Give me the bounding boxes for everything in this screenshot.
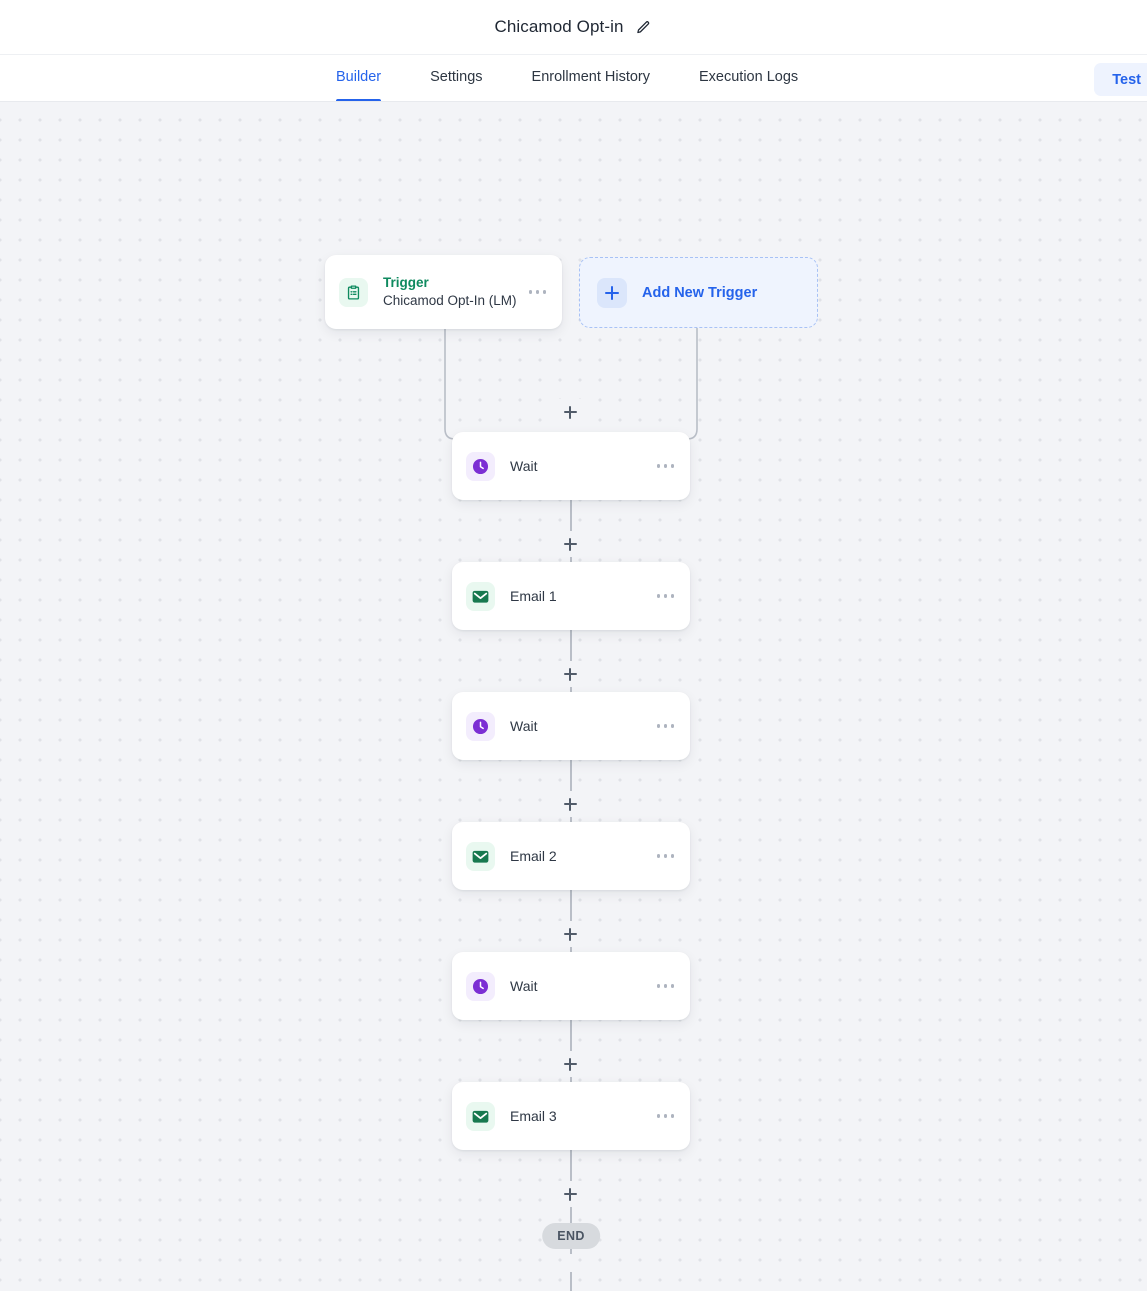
clipboard-icon	[339, 277, 368, 307]
step-node-label: Email 1	[510, 587, 557, 604]
tab-builder-label: Builder	[336, 68, 382, 85]
step-node-label: Wait	[510, 977, 538, 994]
step-node-wait-2[interactable]: Wait	[452, 692, 690, 760]
tab-execution-logs[interactable]: Execution Logs	[699, 55, 798, 101]
clock-icon	[466, 971, 495, 1001]
more-options-icon[interactable]	[647, 984, 674, 988]
add-step-button[interactable]	[557, 1181, 583, 1207]
step-node-label: Email 2	[510, 847, 557, 864]
envelope-icon	[466, 581, 495, 611]
add-step-button[interactable]	[557, 661, 583, 687]
more-options-icon[interactable]	[647, 854, 674, 858]
title-bar: Chicamod Opt-in	[0, 0, 1147, 55]
step-node-text: Email 2	[510, 847, 647, 866]
add-step-button[interactable]	[557, 921, 583, 947]
workflow-canvas[interactable]: Trigger Chicamod Opt-In (LM) Add New Tri…	[0, 102, 1147, 1291]
add-new-trigger-label: Add New Trigger	[642, 284, 758, 301]
pencil-icon[interactable]	[635, 18, 653, 36]
page-title: Chicamod Opt-in	[494, 17, 624, 36]
connector-line	[570, 1272, 572, 1291]
trigger-node[interactable]: Trigger Chicamod Opt-In (LM)	[325, 255, 562, 329]
step-node-email-3[interactable]: Email 3	[452, 1082, 690, 1150]
tab-execution-logs-label: Execution Logs	[699, 68, 799, 85]
more-options-icon[interactable]	[519, 290, 546, 294]
step-node-email-1[interactable]: Email 1	[452, 562, 690, 630]
trigger-node-subtitle: Chicamod Opt-In (LM)	[383, 292, 517, 308]
clock-icon	[466, 451, 495, 481]
step-node-label: Wait	[510, 717, 538, 734]
envelope-icon	[466, 1101, 495, 1131]
add-new-trigger-button[interactable]: Add New Trigger	[579, 257, 818, 328]
step-node-text: Email 3	[510, 1107, 647, 1126]
step-node-email-2[interactable]: Email 2	[452, 822, 690, 890]
add-step-button[interactable]	[557, 531, 583, 557]
test-button-label: Test	[1112, 71, 1141, 88]
tab-builder[interactable]: Builder	[336, 55, 382, 101]
more-options-icon[interactable]	[647, 1114, 674, 1118]
tab-settings[interactable]: Settings	[430, 55, 482, 101]
add-step-button[interactable]	[557, 791, 583, 817]
test-button[interactable]: Test	[1094, 63, 1147, 96]
tab-enrollment-history[interactable]: Enrollment History	[532, 55, 650, 101]
trigger-node-text: Trigger Chicamod Opt-In (LM)	[383, 274, 519, 310]
end-badge[interactable]: END	[542, 1223, 600, 1249]
step-node-label: Email 3	[510, 1107, 557, 1124]
tab-settings-label: Settings	[430, 68, 483, 85]
step-node-text: Wait	[510, 457, 647, 476]
step-node-label: Wait	[510, 457, 538, 474]
step-node-text: Wait	[510, 977, 647, 996]
add-step-button[interactable]	[557, 1051, 583, 1077]
step-node-text: Email 1	[510, 587, 647, 606]
more-options-icon[interactable]	[647, 464, 674, 468]
tab-bar: Builder Settings Enrollment History Exec…	[0, 55, 1147, 102]
plus-icon	[597, 277, 627, 308]
clock-icon	[466, 711, 495, 741]
step-node-wait-1[interactable]: Wait	[452, 432, 690, 500]
more-options-icon[interactable]	[647, 594, 674, 598]
step-node-text: Wait	[510, 717, 647, 736]
envelope-icon	[466, 841, 495, 871]
add-step-button[interactable]	[557, 399, 583, 425]
tab-enrollment-history-label: Enrollment History	[531, 68, 650, 85]
trigger-node-kicker: Trigger	[383, 274, 429, 290]
more-options-icon[interactable]	[647, 724, 674, 728]
step-node-wait-3[interactable]: Wait	[452, 952, 690, 1020]
